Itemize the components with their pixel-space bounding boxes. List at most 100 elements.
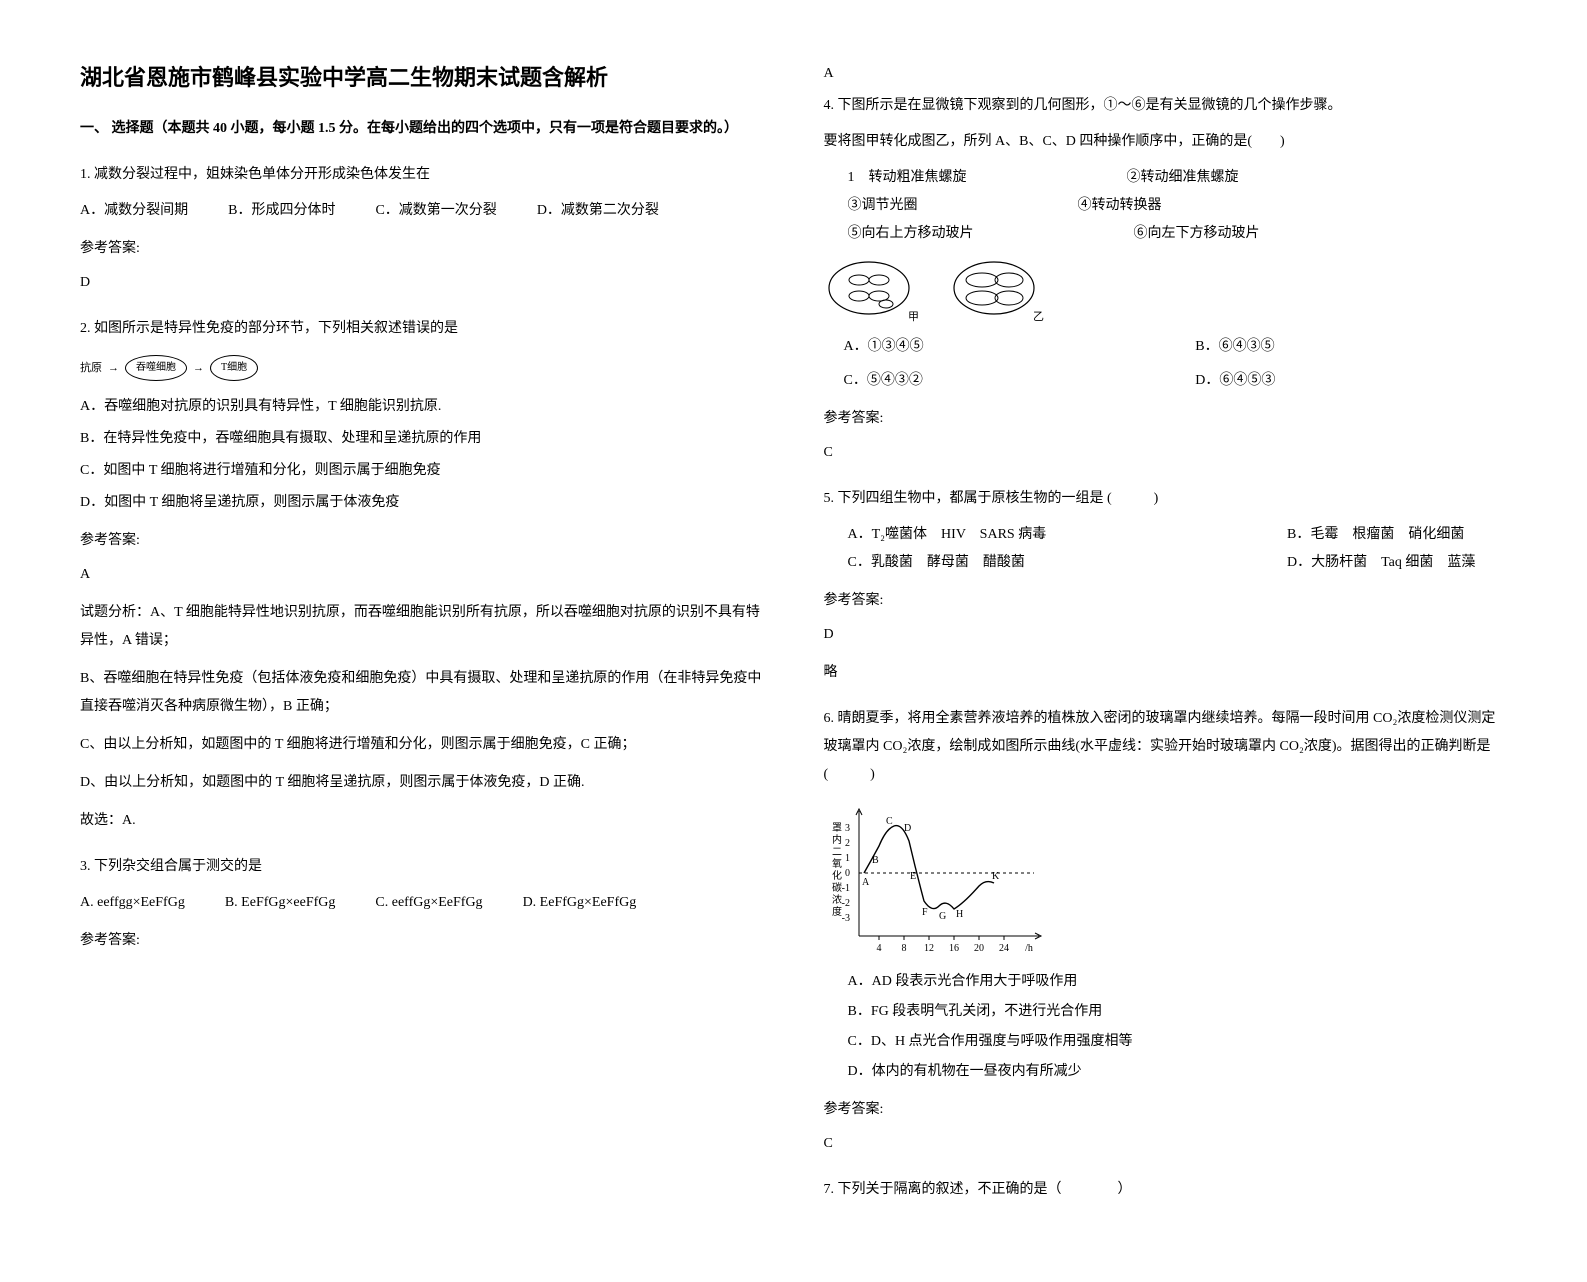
svg-text:F: F [922,907,928,918]
options-row-2: C．乳酸菌 酵母菌 醋酸菌 D．大肠杆菌 Taq 细菌 蓝藻 [848,549,1508,577]
svg-text:化: 化 [832,869,842,882]
svg-text:0: 0 [845,868,850,879]
explanation-end: 故选：A. [80,807,764,835]
answer-label: 参考答案: [824,405,1508,433]
explanation-c: C、由以上分析知，如题图中的 T 细胞将进行增殖和分化，则图示属于细胞免疫，C … [80,731,764,759]
svg-text:B: B [872,855,879,866]
question-4: 4. 下图所示是在显微镜下观察到的几何图形，①～⑥是有关显微镜的几个操作步骤。 … [824,92,1508,467]
option-b: B．在特异性免疫中，吞噬细胞具有摄取、处理和呈递抗原的作用 [80,425,764,453]
question-body: 下列关于隔离的叙述，不正确的是（ ） [838,1182,1132,1197]
svg-text:D: D [904,823,911,834]
option-b: B．形成四分体时 [228,197,335,225]
question-body: 晴朗夏季，将用全素营养液培养的植株放入密闭的玻璃罩内继续培养。每隔一段时间用 C… [824,711,1496,782]
question-7: 7. 下列关于隔离的叙述，不正确的是（ ） [824,1176,1508,1204]
svg-text:C: C [886,816,893,827]
step-3: ③调节光圈 [848,192,918,220]
co2-chart: 3 2 1 0 -1 -2 -3 4 8 [824,801,1508,956]
svg-text:8: 8 [901,943,906,954]
flow-diagram: 抗原 → 吞噬细胞 → T细胞 [80,355,764,381]
answer-value: D [80,269,764,297]
option-a: A．减数分裂间期 [80,197,188,225]
svg-text:内: 内 [832,833,842,846]
option-d: D. EeFfGg×EeFfGg [523,889,637,917]
right-column: A 4. 下图所示是在显微镜下观察到的几何图形，①～⑥是有关显微镜的几个操作步骤… [824,60,1508,1222]
option-c: C．如图中 T 细胞将进行增殖和分化，则图示属于细胞免疫 [80,457,764,485]
options: A．①③④⑤ B．⑥④③⑤ C．⑤④③② D．⑥④⑤③ [844,333,1508,395]
option-d: D．大肠杆菌 Taq 细菌 蓝藻 [1287,549,1507,577]
svg-text:20: 20 [974,943,984,954]
svg-text:-1: -1 [841,883,849,894]
option-b: B．毛霉 根瘤菌 硝化细菌 [1287,521,1507,549]
svg-text:12: 12 [924,943,934,954]
question-text: 1. 减数分裂过程中，姐妹染色单体分开形成染色体发生在 [80,161,764,189]
question-text: 5. 下列四组生物中，都属于原核生物的一组是 ( ) [824,485,1508,513]
svg-text:碳: 碳 [832,881,842,894]
options: A．吞噬细胞对抗原的识别具有特异性，T 细胞能识别抗原. B．在特异性免疫中，吞… [80,393,764,517]
answer-value: A [80,561,764,589]
svg-text:K: K [992,871,1000,882]
svg-text:氧: 氧 [832,857,842,870]
arrow-icon: → [193,357,204,379]
option-a: A．①③④⑤ [844,333,1156,361]
option-a: A．T₂噬菌体 HIV SARS 病毒 [848,521,1288,549]
fig-label-a: 甲 [908,311,919,323]
svg-text:1: 1 [845,853,850,864]
question-body: 下图所示是在显微镜下观察到的几何图形，①～⑥是有关显微镜的几个操作步骤。 [838,98,1342,113]
option-c: C. eeffGg×EeFfGg [375,889,482,917]
step-2: ②转动细准焦螺旋 [1127,164,1239,192]
answer-label: 参考答案: [80,235,764,263]
svg-text:/h: /h [1025,943,1033,954]
option-b: B．⑥④③⑤ [1195,333,1507,361]
svg-text:二: 二 [832,847,842,858]
step-4: ④转动转换器 [1078,192,1162,220]
svg-text:浓: 浓 [832,894,842,906]
left-column: 湖北省恩施市鹤峰县实验中学高二生物期末试题含解析 一、 选择题（本题共 40 小… [80,60,764,1222]
answer-value: D [824,621,1508,649]
question-body: 减数分裂过程中，姐妹染色单体分开形成染色体发生在 [94,167,430,182]
options: A．AD 段表示光合作用大于呼吸作用 B．FG 段表明气孔关闭，不进行光合作用 … [848,968,1508,1086]
svg-text:度: 度 [832,905,842,918]
svg-text:罩: 罩 [832,822,842,834]
option-b: B．FG 段表明气孔关闭，不进行光合作用 [848,998,1508,1026]
question-text: 2. 如图所示是特异性免疫的部分环节，下列相关叙述错误的是 [80,315,764,343]
svg-text:A: A [862,877,870,888]
svg-text:-2: -2 [841,898,849,909]
option-a: A. eeffgg×EeFfGg [80,889,185,917]
options-row-1: A．T₂噬菌体 HIV SARS 病毒 B．毛霉 根瘤菌 硝化细菌 [848,521,1508,549]
svg-text:2: 2 [845,838,850,849]
question-body: 如图所示是特异性免疫的部分环节，下列相关叙述错误的是 [94,321,458,336]
page-title: 湖北省恩施市鹤峰县实验中学高二生物期末试题含解析 [80,60,764,92]
exam-page: 湖北省恩施市鹤峰县实验中学高二生物期末试题含解析 一、 选择题（本题共 40 小… [80,60,1507,1222]
answer-label: 参考答案: [824,587,1508,615]
question-number: 1. [80,167,91,182]
explanation-d: D、由以上分析知，如题图中的 T 细胞将呈递抗原，则图示属于体液免疫，D 正确. [80,769,764,797]
question-text: 4. 下图所示是在显微镜下观察到的几何图形，①～⑥是有关显微镜的几个操作步骤。 [824,92,1508,120]
option-c: C．乳酸菌 酵母菌 醋酸菌 [848,549,1288,577]
question-number: 7. [824,1182,835,1197]
option-a: A．吞噬细胞对抗原的识别具有特异性，T 细胞能识别抗原. [80,393,764,421]
svg-text:G: G [939,911,946,922]
svg-text:24: 24 [999,943,1009,954]
option-c: C．D、H 点光合作用强度与呼吸作用强度相等 [848,1028,1508,1056]
question-text-2: 要将图甲转化成图乙，所列 A、B、C、D 四种操作顺序中，正确的是( ) [824,128,1508,156]
question-1: 1. 减数分裂过程中，姐妹染色单体分开形成染色体发生在 A．减数分裂间期 B．形… [80,161,764,297]
step-5: ⑤向右上方移动玻片 [848,220,974,248]
question-body: 下列杂交组合属于测交的是 [94,859,262,874]
flow-node-phagocyte: 吞噬细胞 [125,355,187,381]
question-text: 6. 晴朗夏季，将用全素营养液培养的植株放入密闭的玻璃罩内继续培养。每隔一段时间… [824,705,1508,789]
microscope-figures: 甲 乙 [824,258,1508,323]
svg-text:H: H [956,909,963,920]
question-text: 3. 下列杂交组合属于测交的是 [80,853,764,881]
svg-text:16: 16 [949,943,959,954]
svg-text:4: 4 [876,943,881,954]
flow-node-antigen: 抗原 [80,357,102,379]
answer-label: 参考答案: [824,1096,1508,1124]
option-d: D．体内的有机物在一昼夜内有所减少 [848,1058,1508,1086]
step-6: ⑥向左下方移动玻片 [1134,220,1260,248]
step-1: 1 转动粗准焦螺旋 [848,164,967,192]
fig-label-b: 乙 [1033,310,1044,323]
microscope-figure-b: 乙 [949,258,1044,323]
question-text: 7. 下列关于隔离的叙述，不正确的是（ ） [824,1176,1508,1204]
answer-label: 参考答案: [80,927,764,955]
explanation-a: 试题分析：A、T 细胞能特异性地识别抗原，而吞噬细胞能识别所有抗原，所以吞噬细胞… [80,599,764,655]
